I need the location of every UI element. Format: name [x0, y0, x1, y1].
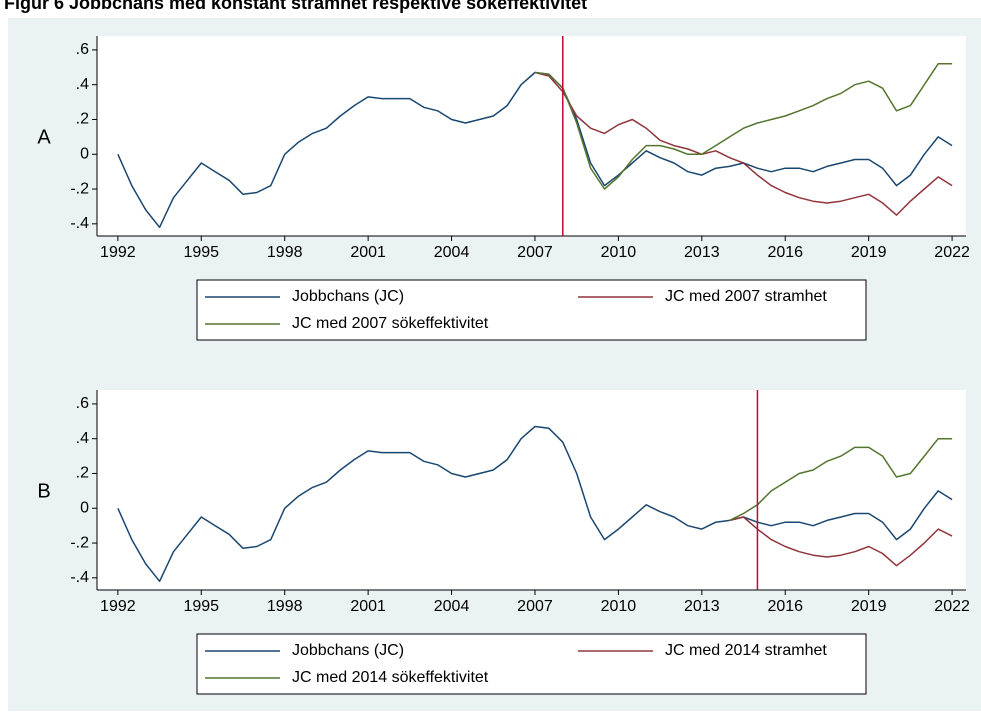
- series-line: [534, 71, 953, 216]
- legend-label: JC med 2014 stramhet: [665, 642, 827, 659]
- x-tick-label: 1995: [183, 244, 219, 261]
- x-tick-label: 2010: [601, 598, 637, 615]
- x-tick-label: 1992: [100, 598, 136, 615]
- panel-label: A: [37, 126, 51, 148]
- y-tick-label: 0: [80, 499, 89, 516]
- y-tick-label: .6: [76, 41, 89, 58]
- y-tick-label: -.2: [70, 534, 89, 551]
- x-tick-label: 2013: [684, 244, 720, 261]
- series-line: [729, 516, 953, 567]
- legend-label: JC med 2007 stramhet: [665, 288, 827, 305]
- x-tick-label: 2022: [934, 598, 970, 615]
- x-tick-label: 2004: [434, 244, 470, 261]
- y-tick-label: -.4: [70, 569, 89, 586]
- series-line: [729, 437, 953, 522]
- x-tick-label: 2019: [851, 598, 887, 615]
- x-tick-label: 1998: [267, 598, 303, 615]
- x-tick-label: 1998: [267, 244, 303, 261]
- x-tick-label: 2016: [767, 598, 803, 615]
- y-tick-label: 0: [80, 145, 89, 162]
- x-tick-label: 1995: [183, 598, 219, 615]
- x-tick-label: 2001: [350, 598, 386, 615]
- x-tick-label: 2001: [350, 244, 386, 261]
- x-tick-label: 2010: [601, 244, 637, 261]
- plot-area: [97, 36, 966, 236]
- series-line: [117, 425, 953, 583]
- x-tick-label: 2007: [517, 598, 553, 615]
- legend-box: [196, 279, 867, 341]
- x-tick-label: 2013: [684, 598, 720, 615]
- y-tick-label: .4: [76, 430, 89, 447]
- legend-box: [196, 633, 867, 695]
- y-tick-label: .2: [76, 465, 89, 482]
- panel-label: B: [37, 480, 50, 502]
- y-tick-label: .6: [76, 395, 89, 412]
- series-line: [534, 63, 953, 190]
- x-tick-label: 2007: [517, 244, 553, 261]
- x-tick-label: 1992: [100, 244, 136, 261]
- legend-label: JC med 2007 sökeffektivitet: [292, 315, 489, 332]
- legend-label: JC med 2014 sökeffektivitet: [292, 669, 489, 686]
- legend-label: Jobbchans (JC): [292, 642, 404, 659]
- x-tick-label: 2019: [851, 244, 887, 261]
- y-tick-label: -.2: [70, 180, 89, 197]
- x-tick-label: 2022: [934, 244, 970, 261]
- y-tick-label: .4: [76, 76, 89, 93]
- y-tick-label: -.4: [70, 215, 89, 232]
- plot-area: [97, 390, 966, 590]
- x-tick-label: 2004: [434, 598, 470, 615]
- y-tick-label: .2: [76, 111, 89, 128]
- page-title: Figur 6 Jobbchans med konstant stramhet …: [4, 0, 587, 13]
- x-tick-label: 2016: [767, 244, 803, 261]
- legend-label: Jobbchans (JC): [292, 288, 404, 305]
